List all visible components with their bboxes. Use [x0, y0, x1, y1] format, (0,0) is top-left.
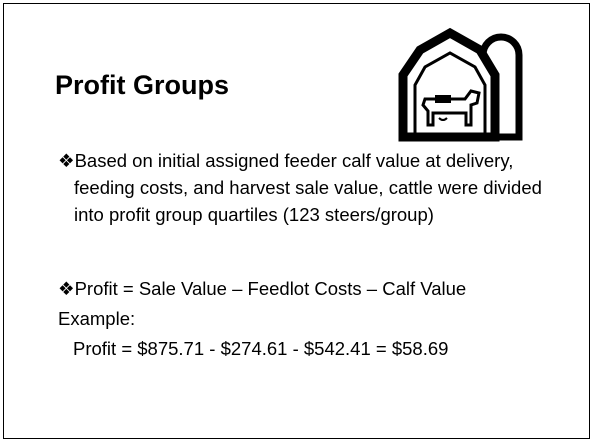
slide-frame: [3, 3, 590, 439]
bullet-text: ❖Based on initial assigned feeder calf v…: [58, 150, 542, 225]
example-formula: Profit = $875.71 - $274.61 - $542.41 = $…: [73, 338, 449, 359]
example-label: Example:: [58, 308, 136, 329]
barn-icon: [398, 27, 523, 142]
slide-title: Profit Groups: [55, 70, 229, 100]
bullet-text: ❖Profit = Sale Value – Feedlot Costs – C…: [58, 278, 467, 299]
